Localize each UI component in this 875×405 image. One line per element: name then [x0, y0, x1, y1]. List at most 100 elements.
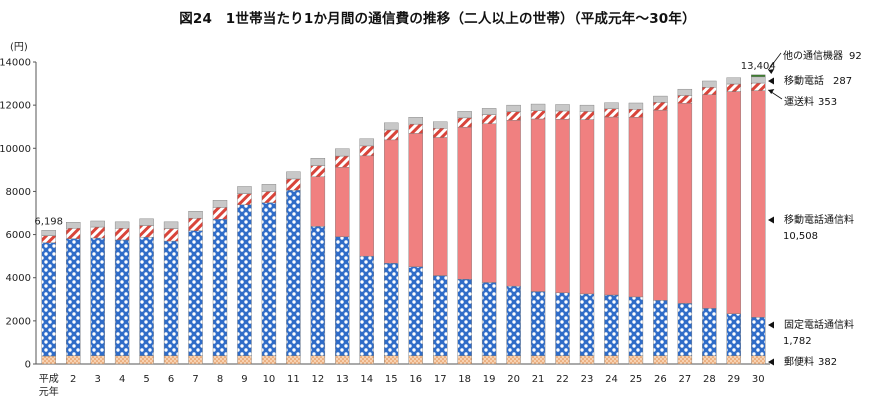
bar-segment-postal	[212, 355, 228, 365]
bar-segment-transport	[286, 178, 301, 191]
x-tick-label: 21	[532, 374, 545, 385]
bar-segment-landline	[530, 291, 546, 356]
bar-segment-mobile_handset	[604, 102, 619, 110]
bar-segment-postal	[604, 355, 619, 365]
bar-segment-transport	[653, 102, 668, 111]
y-tick-label: 0	[25, 360, 31, 371]
bar-segment-transport	[359, 145, 374, 157]
bar-segment-postal	[335, 355, 350, 365]
data-label: 6,198	[34, 216, 63, 227]
bar-segment-landline	[41, 242, 56, 357]
bar-segment-landline	[139, 236, 154, 357]
x-tick-label: 9	[241, 374, 247, 385]
x-tick-label: 19	[483, 374, 496, 385]
bar-segment-landline	[359, 255, 374, 357]
bar-segment-postal	[555, 355, 570, 365]
x-tick-label: 元年	[39, 385, 59, 398]
bar-segment-transport	[310, 165, 326, 177]
bar-segment-mobile_comm	[677, 102, 693, 304]
bar-segment-mobile_handset	[286, 171, 301, 180]
bar-segment-mobile_handset	[359, 138, 374, 147]
bar-segment-transport	[506, 111, 521, 121]
x-tick-label: 11	[287, 374, 300, 385]
bar-segment-mobile_comm	[310, 176, 326, 227]
chart-title: 図24 1世帯当たり1か月間の通信費の推移（二人以上の世帯）（平成元年～30年）	[179, 11, 696, 27]
bar-segment-landline	[408, 266, 423, 356]
bar-segment-mobile_handset	[384, 122, 399, 131]
bar-segment-transport	[555, 110, 570, 120]
x-tick-label: 24	[605, 374, 618, 385]
x-tick-label: 29	[727, 374, 740, 385]
bar-segment-mobile_handset	[163, 221, 179, 229]
series-annotation-label: 移動電話	[784, 74, 824, 87]
bar-segment-mobile_comm	[506, 120, 521, 287]
x-tick-label: 25	[630, 374, 643, 385]
bar-segment-mobile_handset	[65, 222, 81, 229]
bar-segment-postal	[628, 355, 644, 365]
bar-segment-mobile_handset	[41, 230, 56, 236]
bar-segment-mobile_handset	[751, 76, 766, 84]
bar-segment-transport	[579, 111, 595, 120]
bar-segment-landline	[677, 303, 693, 357]
bar-segment-mobile_handset	[702, 80, 717, 88]
x-tick-label: 27	[678, 374, 691, 385]
series-annotation-label: 固定電話通信料	[784, 318, 854, 331]
bar-segment-mobile_comm	[579, 119, 595, 295]
bar-segment-transport	[677, 95, 693, 104]
bar-segment-postal	[481, 355, 497, 365]
bar-segment-transport	[628, 109, 644, 118]
bar-segment-transport	[604, 108, 619, 118]
bar-segment-landline	[481, 282, 497, 356]
bar-segment-mobile_handset	[433, 121, 448, 129]
y-tick-label: 14000	[0, 58, 31, 69]
bar-segment-landline	[286, 189, 301, 357]
bar-segment-transport	[237, 193, 252, 206]
y-tick-label: 12000	[0, 101, 31, 112]
series-annotation-value: 287	[833, 76, 852, 87]
annotation-arrow	[768, 89, 775, 94]
x-tick-label: 10	[263, 374, 276, 385]
bar-segment-mobile_comm	[481, 123, 497, 283]
bar-segment-mobile_handset	[653, 95, 668, 103]
bar-segment-landline	[555, 292, 570, 356]
bar-segment-postal	[90, 355, 105, 365]
bar-segment-postal	[677, 355, 693, 365]
bar-segment-transport	[433, 128, 448, 138]
bar-segment-mobile_handset	[530, 103, 546, 111]
annotation-arrow	[768, 77, 774, 85]
y-tick-label: 8000	[6, 187, 31, 198]
y-tick-label: 4000	[6, 273, 31, 284]
x-tick-label: 20	[507, 374, 520, 385]
bar-segment-mobile_handset	[237, 186, 252, 194]
x-tick-label: 28	[703, 374, 716, 385]
bar-segment-mobile_handset	[335, 148, 350, 157]
bar-segment-transport	[702, 87, 717, 95]
series-annotation-label: 郵便料	[784, 355, 814, 368]
bar-segment-transport	[751, 82, 766, 91]
series-annotation-label: 運送料	[784, 95, 814, 108]
series-annotation-value: 10,508	[783, 231, 818, 242]
bar-segment-mobile_handset	[481, 108, 497, 115]
annotation-arrow	[768, 358, 774, 366]
bar-segment-mobile_comm	[335, 167, 350, 237]
bar-segment-mobile_handset	[90, 220, 105, 228]
series-annotation-value: 92	[849, 51, 862, 62]
data-label: 13,404	[741, 61, 776, 72]
bar-segment-mobile_handset	[139, 218, 154, 226]
x-tick-label: 2	[70, 374, 76, 385]
bar-segment-postal	[726, 355, 741, 365]
x-tick-label: 17	[434, 374, 447, 385]
bar-segment-mobile_handset	[726, 77, 741, 85]
bar-segment-postal	[359, 355, 374, 365]
bar-segment-postal	[702, 355, 717, 365]
x-tick-label: 23	[581, 374, 594, 385]
bar-segment-transport	[212, 207, 228, 220]
bar-segment-postal	[433, 355, 448, 365]
bar-segment-transport	[139, 225, 154, 238]
x-tick-label: 30	[752, 374, 765, 385]
x-tick-label: 13	[336, 374, 349, 385]
bar-segment-mobile_comm	[359, 155, 374, 257]
x-tick-label: 22	[556, 374, 569, 385]
bar-segment-mobile_handset	[310, 158, 326, 166]
bar-segment-transport	[530, 110, 546, 120]
